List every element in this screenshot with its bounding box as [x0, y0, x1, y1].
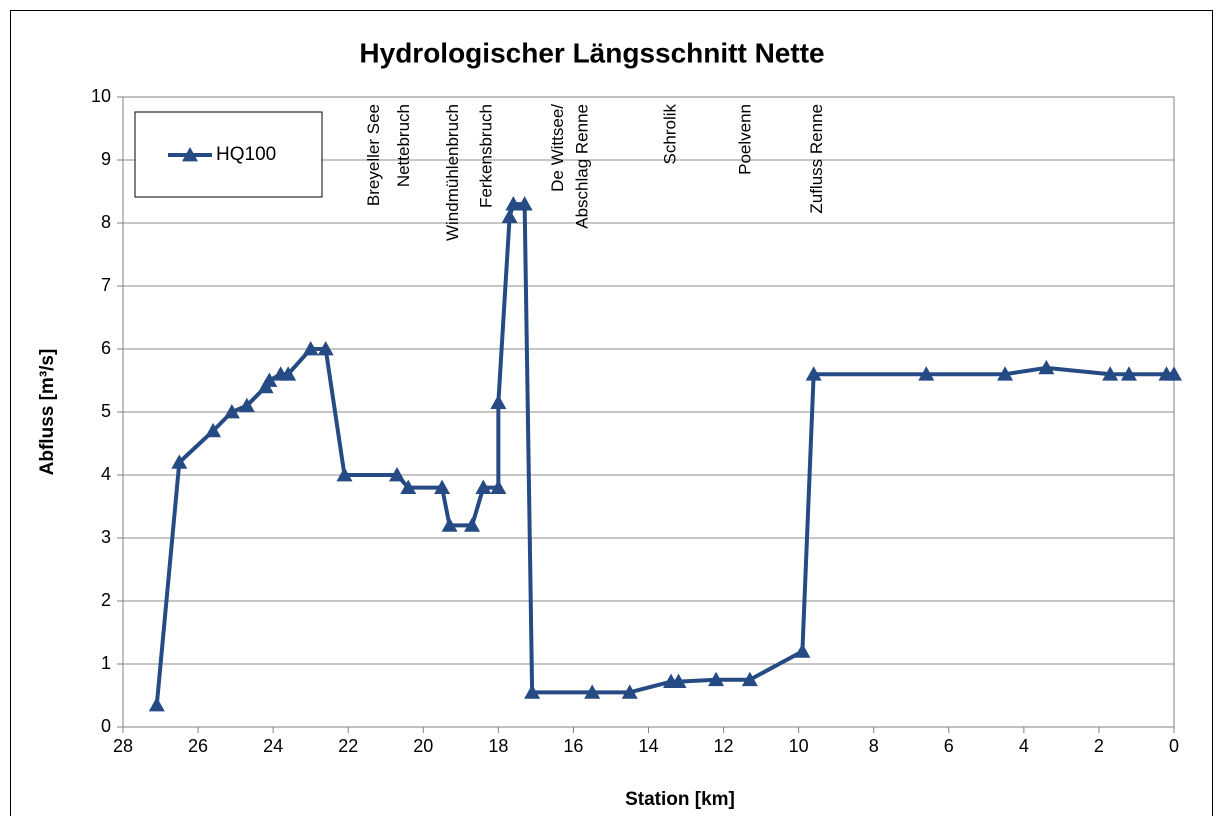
line	[154, 202, 1174, 706]
marker	[490, 479, 507, 494]
y-tick-label: 8	[101, 212, 111, 232]
x-tick-label: 14	[638, 736, 658, 756]
x-tick-label: 8	[869, 736, 879, 756]
marker	[1102, 366, 1119, 381]
marker	[805, 366, 822, 381]
legend-label: HQ100	[216, 144, 276, 165]
annotation: De Wittsee/	[548, 104, 567, 192]
marker	[261, 372, 278, 387]
chart-title: Hydrologischer Längsschnitt Nette	[359, 37, 824, 68]
x-tick-label: 24	[263, 736, 283, 756]
annotation: Schrolik	[661, 104, 680, 165]
marker	[708, 671, 725, 687]
x-tick-label: 26	[188, 736, 208, 756]
marker	[400, 479, 417, 494]
marker	[302, 341, 319, 356]
marker	[434, 479, 451, 494]
marker	[238, 397, 255, 413]
frame	[10, 10, 1213, 816]
y-axis-title: Abfluss [m³/s]	[37, 349, 58, 476]
marker	[317, 341, 334, 356]
marker	[918, 366, 935, 381]
annotation: Nettebruch	[394, 104, 413, 187]
x-tick-label: 18	[488, 736, 508, 756]
legend-box	[134, 111, 323, 198]
marker	[621, 684, 638, 699]
y-tick-label: 10	[91, 86, 111, 106]
marker	[524, 684, 541, 699]
annotation: Zufluss Renne	[807, 104, 826, 214]
marker	[148, 696, 165, 712]
marker	[223, 404, 240, 419]
x-tick-label: 20	[413, 736, 433, 756]
marker	[516, 196, 533, 211]
marker	[505, 196, 522, 211]
y-tick-label: 7	[101, 275, 111, 295]
annotation: Windmühlenbruch	[443, 104, 462, 241]
marker	[997, 366, 1014, 381]
marker	[389, 467, 406, 482]
x-tick-label: 10	[789, 736, 809, 756]
marker	[794, 643, 811, 658]
x-tick-label: 2	[1094, 736, 1104, 756]
y-tick-label: 4	[101, 464, 111, 484]
x-tick-label: 12	[714, 736, 734, 756]
x-tick-label: 6	[944, 736, 954, 756]
marker	[464, 517, 481, 532]
y-tick-label: 2	[101, 590, 111, 610]
marker	[584, 684, 601, 699]
x-tick-label: 4	[1019, 736, 1029, 756]
marker	[280, 366, 297, 381]
marker	[336, 467, 353, 482]
x-axis-title: Station [km]	[625, 789, 735, 810]
marker	[475, 479, 492, 494]
y-tick-label: 0	[101, 716, 111, 736]
annotation: Breyeller See	[364, 104, 383, 206]
y-tick-label: 9	[101, 149, 111, 169]
marker	[1038, 359, 1055, 375]
marker	[205, 422, 222, 438]
marker	[171, 454, 188, 469]
annotation: Poelvenn	[736, 104, 755, 175]
x-tick-label: 22	[338, 736, 358, 756]
x-tick-label: 0	[1169, 736, 1179, 756]
legend-marker	[182, 147, 198, 162]
marker	[670, 673, 687, 689]
y-tick-label: 5	[101, 401, 111, 421]
annotation: Ferkensbruch	[477, 104, 496, 208]
x-tick-label: 16	[563, 736, 583, 756]
marker	[490, 394, 507, 409]
annotation: Abschlag Renne	[572, 104, 591, 229]
y-tick-label: 6	[101, 338, 111, 358]
marker	[1120, 366, 1137, 381]
x-tick-label: 28	[113, 736, 133, 756]
marker	[501, 208, 518, 224]
y-tick-label: 1	[101, 653, 111, 673]
marker	[741, 671, 758, 687]
y-tick-label: 3	[101, 527, 111, 547]
marker	[441, 517, 458, 532]
marker	[1166, 366, 1182, 381]
